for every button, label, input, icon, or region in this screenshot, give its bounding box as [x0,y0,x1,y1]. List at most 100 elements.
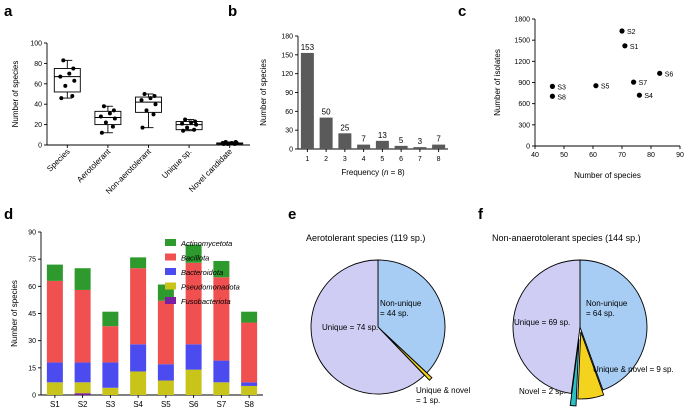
panel-letter-e: e [288,206,296,223]
d-legend-label: Fusobacteriota [181,297,231,306]
f-slice-label: = 64 sp. [586,309,615,318]
b-x-tick-label: 6 [399,156,403,163]
b-bar [413,147,427,149]
a-data-point [185,125,190,130]
a-data-point [63,83,68,88]
a-y-tick-label: 40 [34,102,42,109]
b-x-tick-label: 8 [437,156,441,163]
b-bar-value-label: 7 [361,135,366,144]
b-bar [319,117,333,149]
d-bar-segment [74,289,91,363]
d-bar-segment [46,382,63,395]
d-x-tick-label: S6 [189,400,199,409]
a-data-point [142,92,147,96]
d-x-tick-label: S1 [50,400,60,409]
c-data-point [636,92,643,98]
b-bar-value-label: 50 [322,108,331,117]
d-bar-segment [102,387,119,395]
e-slice-label: = 44 sp. [380,309,409,318]
c-y-tick-label: 1500 [514,38,530,45]
b-y-tick-label: 90 [285,90,293,97]
f-slice-label: Novel = 2 sp. [519,387,566,396]
a-data-point [193,119,198,124]
f-pie-slice [512,259,581,394]
c-point-label: S4 [644,93,653,100]
f-slice-label: Non-unique [586,299,628,308]
a-box [94,110,122,126]
c-data-point [549,93,556,99]
b-bar-value-label: 3 [418,137,423,146]
panel-f-pie-chart: Non-anaerotolerant species (144 sp.) Non-… [492,233,674,407]
panel-letter-f: f [478,206,484,223]
b-bar [432,144,446,149]
panel-letter-d: d [4,206,13,223]
a-y-axis-title: Number of species [11,61,20,128]
d-bar-segment [185,262,202,345]
panel-e-pie-chart: Aerotolerant species (119 sp.) Non-unique… [306,233,470,405]
b-y-tick-label: 120 [281,71,293,78]
a-data-point [101,104,106,109]
a-data-point [67,71,72,76]
f-pie-slice [577,331,605,400]
a-data-point [103,120,108,125]
c-y-tick-label: 300 [518,122,530,129]
d-x-tick-label: S2 [78,400,88,409]
a-data-point [70,94,75,99]
panel-c-scatter-plot: 0 300 600 900 1200 1500 1800 40 50 60 70 80 90 Number… [493,17,684,181]
e-slice-label: Unique = 74 sp. [322,323,378,332]
a-data-point [233,139,238,144]
c-x-tick-label: 90 [676,152,684,159]
a-data-point [71,66,76,71]
d-bar-segment [241,322,258,383]
d-bar-segment [213,360,230,383]
b-x-axis-title-var: n [384,168,389,177]
d-legend-label: Actinomycetota [180,239,232,248]
a-data-point [223,139,228,144]
a-data-point [151,112,156,117]
d-bar-segment [157,364,174,381]
d-legend-swatch [165,268,176,275]
d-bar-segment [130,344,147,372]
d-bar-segment [241,385,258,395]
b-x-tick-label: 7 [418,156,422,163]
c-point-label: S7 [639,80,648,87]
d-y-tick-label: 75 [28,257,36,264]
d-bar-segment [102,362,119,388]
a-data-point [140,125,145,130]
a-box [175,121,203,131]
d-y-axis-title: Number of species [10,280,19,347]
a-data-point [61,58,66,63]
b-bar [357,144,371,149]
a-data-point [192,127,197,132]
c-x-tick-label: 80 [647,152,655,159]
b-x-tick-label: 5 [380,156,384,163]
a-x-tick-label: Novel candidate [187,147,234,194]
b-x-axis-title: Frequency (n = 8) [341,168,405,177]
c-point-label: S2 [627,29,636,36]
a-data-point [99,130,104,135]
d-y-tick-label: 30 [28,338,36,345]
d-y-tick-label: 60 [28,284,36,291]
a-y-tick-label: 60 [34,81,42,88]
d-legend-label: Bacteroidota [181,268,223,277]
a-x-tick-label: Aerotolerant [75,147,113,185]
a-x-tick-label: Species [45,147,71,173]
d-bar-segment [241,311,258,323]
d-y-tick-label: 45 [28,311,36,318]
c-data-point [549,83,556,89]
a-data-point [139,98,144,103]
d-bar-segment [157,300,174,365]
a-x-tick-label: Unique sp. [160,147,193,180]
d-y-tick-label: 90 [28,230,36,237]
b-x-tick-label: 4 [362,156,366,163]
c-x-tick-label: 50 [560,152,568,159]
e-pie-slice [377,259,446,374]
d-legend-swatch [165,297,176,304]
d-legend-swatch [165,282,176,290]
a-data-point [180,121,185,126]
panel-letter-a: a [4,3,13,20]
b-x-tick-label: 3 [343,156,347,163]
f-pie-slice [569,338,580,407]
